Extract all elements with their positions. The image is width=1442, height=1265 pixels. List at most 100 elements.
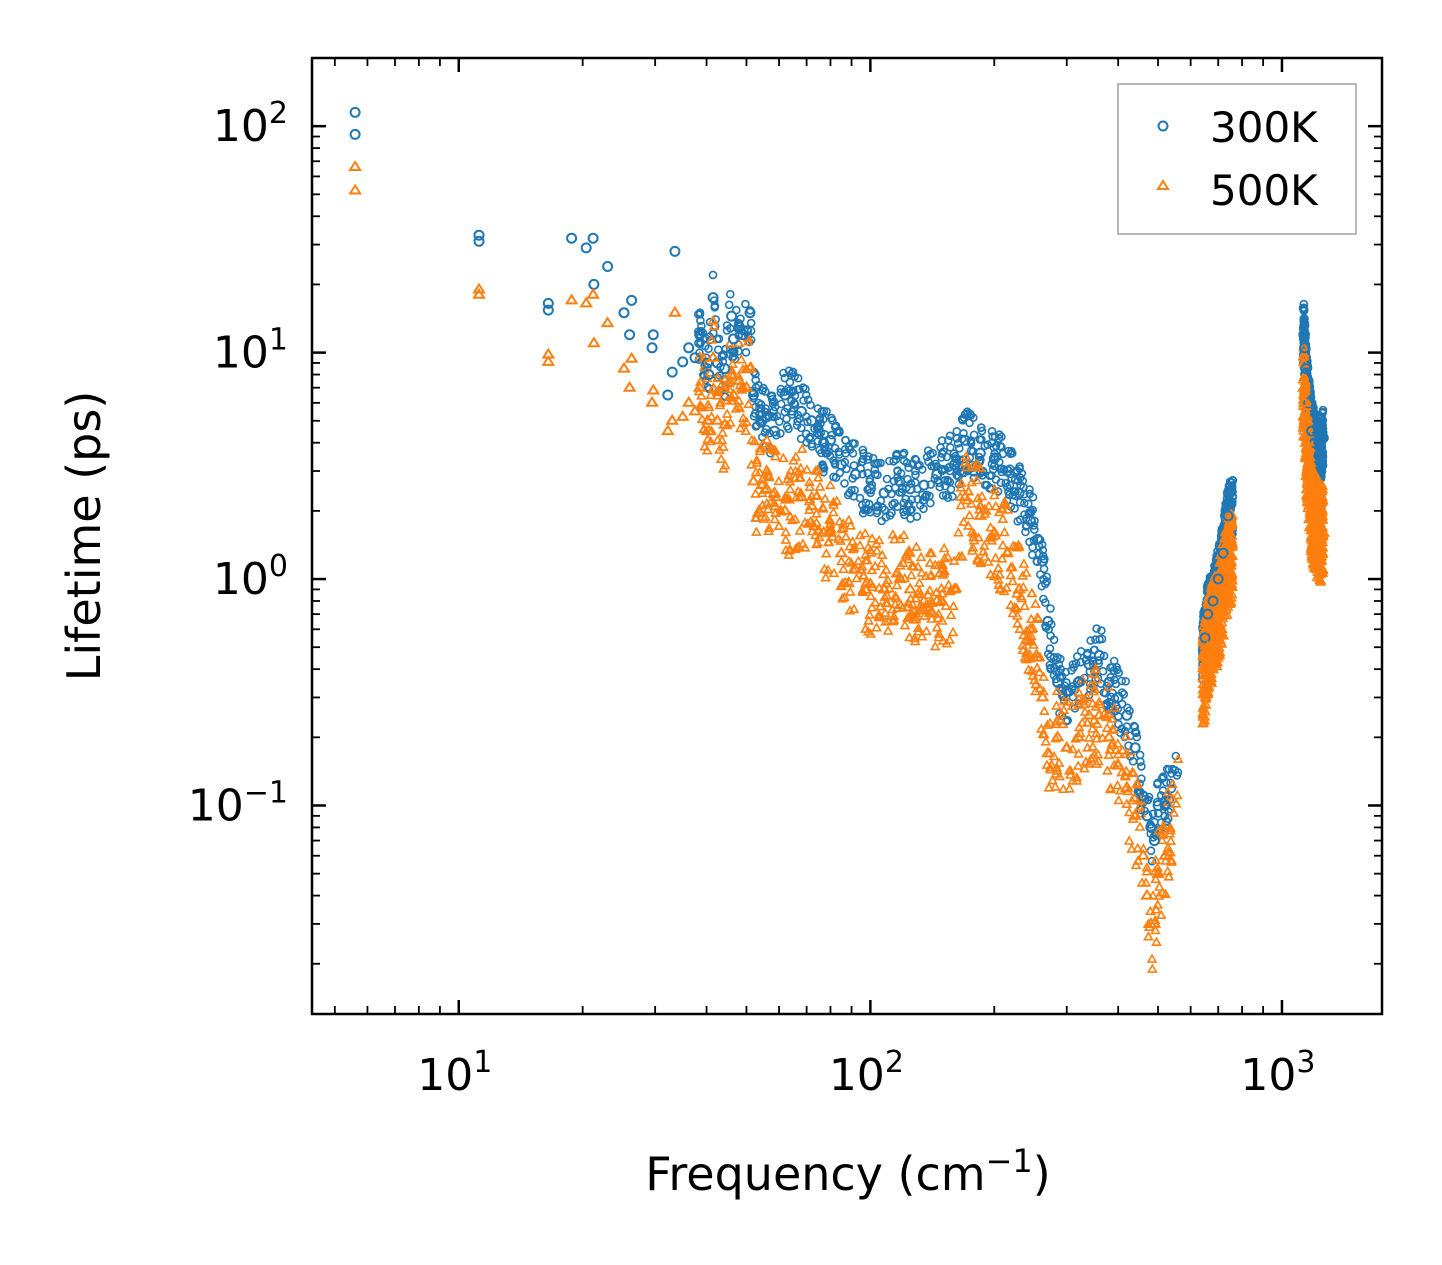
cloud-point — [1141, 862, 1153, 872]
data-point-300k — [719, 363, 731, 375]
cloud-point — [969, 430, 979, 440]
cloud-point — [843, 514, 855, 525]
cloud-point — [994, 434, 1004, 443]
cloud-point — [945, 443, 955, 452]
cloud-point — [726, 395, 737, 405]
data-point-500k — [893, 572, 907, 583]
data-point-300k — [1013, 487, 1025, 499]
cloud-point — [899, 507, 908, 517]
cloud-point — [1111, 744, 1122, 754]
data-point-300k — [948, 459, 960, 471]
cloud-point — [860, 584, 872, 594]
cloud-point — [916, 631, 928, 641]
cloud-point — [1167, 769, 1176, 778]
cloud-point — [1019, 600, 1031, 611]
data-point-300k — [1202, 608, 1214, 620]
cloud-point — [1300, 314, 1309, 324]
data-point-300k — [647, 329, 659, 341]
cloud-point — [1162, 786, 1174, 797]
cloud-point — [1089, 645, 1099, 655]
data-point-500k — [778, 504, 792, 515]
cloud-point — [819, 444, 829, 454]
cloud-point — [830, 443, 840, 453]
cloud-point — [787, 395, 796, 405]
axis-tick-labels: 101 102 103 10−1 100 101 102 — [188, 96, 1316, 1101]
cloud-point — [1066, 700, 1078, 711]
cloud-point — [1017, 644, 1029, 654]
cloud-point — [1224, 580, 1236, 591]
data-point-300k — [1148, 835, 1160, 847]
data-point-500k — [717, 417, 732, 429]
cloud-point — [1197, 651, 1208, 661]
cloud-point — [993, 506, 1005, 517]
legend-marker-500k — [1156, 179, 1170, 190]
data-point-500k — [701, 424, 716, 436]
data-point-500k — [958, 490, 973, 502]
data-point-300k — [1199, 632, 1211, 644]
cloud-point — [988, 489, 1000, 500]
cloud-point — [737, 417, 749, 428]
cloud-point — [926, 498, 935, 508]
cloud-point — [1038, 671, 1049, 681]
cloud-point — [811, 508, 822, 518]
cloud-point — [708, 270, 718, 280]
cloud-point — [992, 562, 1004, 572]
data-point-300k — [864, 483, 876, 495]
cloud-point — [751, 526, 762, 536]
cloud-point — [835, 535, 846, 545]
cloud-point — [1047, 774, 1058, 785]
cloud-point — [914, 577, 925, 587]
cloud-point — [784, 424, 793, 434]
data-point-500k — [1297, 395, 1312, 407]
cloud-point — [820, 548, 832, 558]
cloud-point — [696, 413, 708, 423]
data-point-500k — [724, 367, 739, 379]
x-tick-label: 101 — [417, 1045, 492, 1101]
cloud-point — [880, 597, 892, 607]
cloud-point — [1120, 730, 1132, 741]
cloud-point — [843, 575, 854, 586]
data-point-500k — [541, 355, 556, 366]
cloud-point — [1038, 705, 1050, 715]
cloud-point — [977, 426, 987, 436]
data-point-500k — [472, 287, 486, 299]
cloud-point — [786, 514, 798, 525]
cloud-point — [991, 441, 1001, 451]
data-point-500k — [710, 413, 725, 425]
data-point-500k — [834, 546, 849, 558]
cloud-point — [794, 525, 806, 535]
cloud-point — [758, 513, 770, 523]
cloud-point — [933, 628, 945, 638]
data-point-300k — [646, 342, 658, 354]
cloud-point — [1044, 764, 1056, 774]
cloud-point — [834, 516, 845, 526]
data-point-300k — [1037, 555, 1048, 567]
cloud-point — [712, 434, 723, 444]
x-tick-label: 102 — [829, 1045, 904, 1101]
data-point-500k — [692, 380, 707, 392]
cloud-point — [857, 569, 869, 580]
cloud-point — [902, 612, 913, 622]
cloud-point — [1040, 736, 1052, 746]
cloud-point — [819, 493, 831, 503]
cloud-point — [845, 520, 856, 530]
cloud-point — [1005, 562, 1017, 572]
cloud-point — [914, 604, 926, 615]
cloud-point — [1314, 574, 1326, 585]
cloud-point — [1226, 536, 1238, 546]
legend-label-300k: 300K — [1210, 103, 1319, 152]
cloud-point — [822, 536, 834, 547]
x-tick-label: 103 — [1240, 1045, 1315, 1101]
cloud-point — [818, 461, 828, 470]
cloud-point — [1127, 766, 1138, 777]
cloud-point — [717, 441, 729, 451]
cloud-point — [1045, 660, 1055, 670]
cloud-point — [1121, 676, 1130, 686]
cloud-point — [1212, 614, 1223, 625]
cloud-point — [1201, 662, 1213, 672]
data-point-300k — [918, 479, 930, 491]
cloud-point — [923, 602, 935, 612]
cloud-point — [807, 442, 817, 451]
cloud-point — [983, 500, 995, 510]
cloud-point — [713, 345, 723, 355]
